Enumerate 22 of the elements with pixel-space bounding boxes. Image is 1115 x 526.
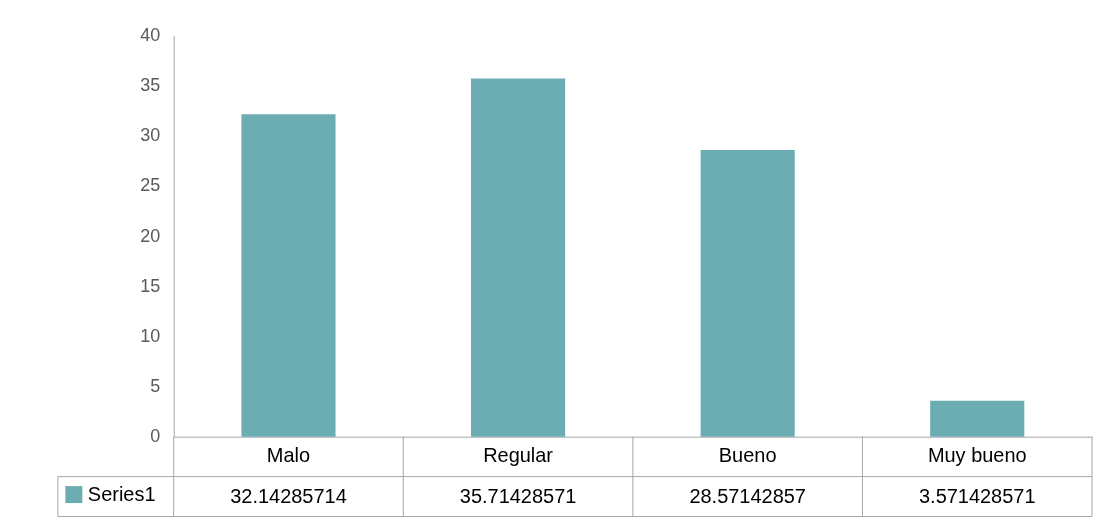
x-tick-label: Regular [483, 444, 554, 467]
bar [241, 114, 336, 437]
legend-label: Series1 [87, 482, 156, 505]
x-tick-label: Muy bueno [927, 444, 1027, 467]
data-label: 28.57142857 [689, 484, 806, 507]
bar [700, 150, 795, 437]
bar [930, 400, 1025, 437]
x-tick-label: Bueno [718, 444, 777, 467]
data-label: 35.71428571 [459, 484, 577, 507]
y-tick-label: 25 [140, 175, 161, 196]
y-tick-label: 30 [140, 125, 161, 146]
y-tick-label: 35 [140, 75, 161, 96]
data-label: 32.14285714 [230, 484, 347, 507]
data-label: 3.571428571 [918, 484, 1036, 507]
y-tick-label: 0 [150, 426, 161, 447]
y-tick-label: 15 [140, 275, 161, 296]
y-tick-label: 40 [140, 24, 161, 45]
x-tick-label: Malo [266, 444, 311, 467]
y-tick-label: 5 [150, 376, 161, 397]
y-tick-label: 10 [140, 325, 161, 346]
y-tick-label: 20 [140, 225, 161, 246]
bar [471, 78, 566, 437]
